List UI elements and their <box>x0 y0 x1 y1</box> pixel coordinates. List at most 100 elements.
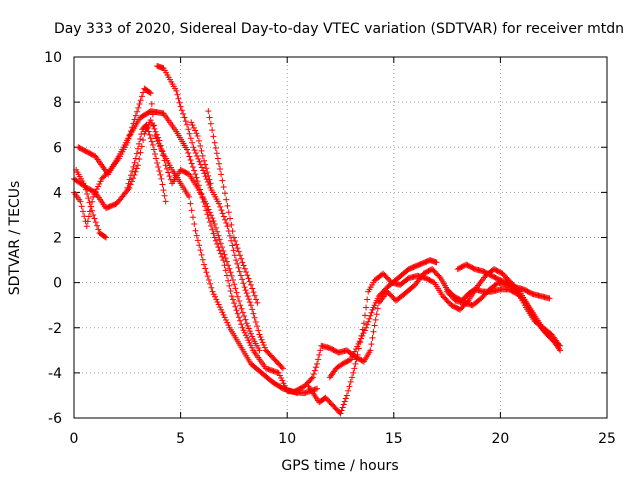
data-point <box>346 356 353 363</box>
data-point <box>136 140 143 147</box>
data-point <box>205 108 212 115</box>
data-point <box>84 190 91 197</box>
data-point <box>363 324 370 331</box>
data-point <box>220 311 227 318</box>
data-point <box>341 398 348 405</box>
data-point <box>97 178 104 185</box>
data-point <box>280 380 287 387</box>
data-point <box>91 215 98 222</box>
data-point <box>364 321 371 328</box>
data-point <box>94 222 101 229</box>
data-point <box>212 224 219 231</box>
data-point <box>355 340 362 347</box>
data-point <box>240 327 247 334</box>
data-point <box>88 207 95 214</box>
data-point <box>192 150 199 157</box>
data-point <box>137 149 144 156</box>
data-point <box>216 236 223 243</box>
x-axis-label: GPS time / hours <box>281 458 398 474</box>
data-point <box>217 166 224 173</box>
y-tick-label: -6 <box>48 411 62 427</box>
data-point <box>189 164 196 171</box>
data-point <box>182 118 189 125</box>
data-point <box>204 273 211 280</box>
data-point <box>77 198 84 205</box>
data-point <box>199 152 206 159</box>
data-point <box>188 119 195 126</box>
data-point <box>372 316 379 323</box>
data-point <box>310 371 317 378</box>
data-point <box>436 273 443 280</box>
data-point <box>201 261 208 268</box>
data-point <box>323 396 330 403</box>
data-point <box>210 133 217 140</box>
data-point <box>134 162 141 169</box>
data-point <box>136 101 143 108</box>
data-point <box>225 209 232 216</box>
data-point <box>244 334 251 341</box>
data-point <box>214 240 221 247</box>
data-point <box>135 104 142 111</box>
data-point <box>223 196 230 203</box>
data-point <box>165 169 172 176</box>
data-point <box>278 375 285 382</box>
data-point <box>138 131 145 138</box>
data-point <box>90 193 97 200</box>
data-point <box>137 97 144 104</box>
data-point <box>163 165 170 172</box>
data-point <box>365 318 372 325</box>
data-point <box>212 237 219 244</box>
data-point <box>137 135 144 142</box>
data-point <box>236 297 243 304</box>
data-point <box>241 313 248 320</box>
data-point <box>236 268 243 275</box>
data-point <box>554 340 561 347</box>
data-point <box>196 158 203 165</box>
data-point <box>124 139 131 146</box>
data-point <box>224 319 231 326</box>
data-point <box>349 353 356 360</box>
data-point <box>228 221 235 228</box>
series-track-13 <box>454 261 561 347</box>
y-axis-label: SDTVAR / TECUs <box>7 181 23 296</box>
data-point <box>189 139 196 146</box>
data-point <box>194 132 201 139</box>
data-point <box>197 247 204 254</box>
data-point <box>230 247 237 254</box>
data-point <box>252 318 259 325</box>
data-point <box>232 238 239 245</box>
data-point <box>214 228 221 235</box>
data-point <box>157 142 164 149</box>
series-track-4 <box>154 63 286 372</box>
data-point <box>234 245 241 252</box>
data-point <box>95 183 102 190</box>
data-point <box>149 141 156 148</box>
x-tick-label: 0 <box>70 431 79 447</box>
data-point <box>140 89 147 96</box>
data-point <box>339 404 346 411</box>
data-point <box>239 259 246 266</box>
data-point <box>229 277 236 284</box>
data-point <box>181 114 188 121</box>
plot-frame <box>73 56 608 419</box>
data-point <box>220 183 227 190</box>
y-tick-label: 10 <box>44 50 62 66</box>
data-point <box>227 288 234 295</box>
data-point <box>192 127 199 134</box>
data-point <box>251 292 258 299</box>
data-point <box>275 369 282 376</box>
data-point <box>223 219 230 226</box>
data-point <box>129 124 136 131</box>
data-point <box>350 351 357 358</box>
data-point <box>370 328 377 335</box>
chart-title: Day 333 of 2020, Sidereal Day-to-day VTE… <box>54 21 624 37</box>
data-point <box>242 316 249 323</box>
data-point <box>322 394 329 401</box>
data-point <box>340 401 347 408</box>
data-point <box>314 360 321 367</box>
data-point <box>231 252 238 259</box>
data-point <box>351 365 358 372</box>
data-point <box>513 287 520 294</box>
data-point <box>189 122 196 129</box>
data-point <box>160 187 167 194</box>
